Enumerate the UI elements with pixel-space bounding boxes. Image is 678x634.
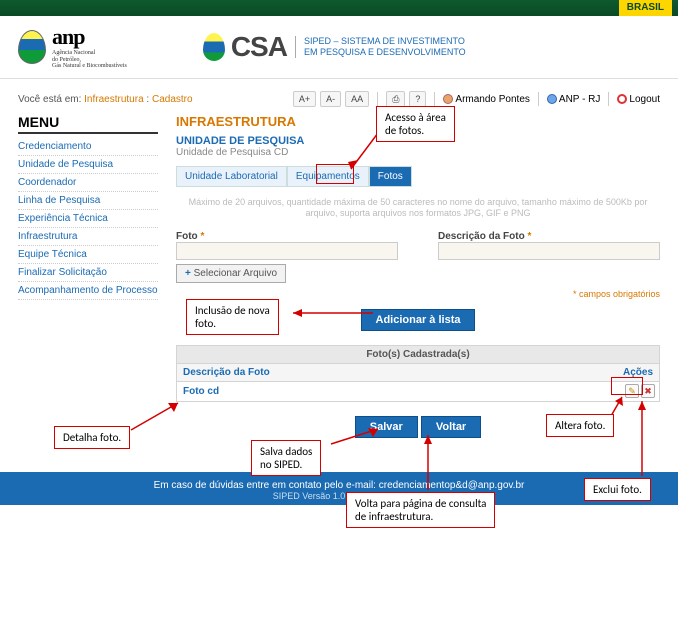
callout-new-photo: Inclusão de nova foto. <box>186 299 279 335</box>
arrow-icon <box>126 400 186 434</box>
breadcrumb-infra[interactable]: Infraestrutura <box>84 94 143 105</box>
footer-version: SIPED Versão 1.0.9-SNAPSHOT <box>0 491 678 501</box>
arrow-icon <box>422 430 434 494</box>
foto-input[interactable] <box>176 242 398 260</box>
menu-item[interactable]: Linha de Pesquisa <box>18 192 158 210</box>
org-icon <box>547 94 557 104</box>
col-desc-header: Descrição da Foto <box>177 364 609 381</box>
logout-link[interactable]: Logout <box>617 94 660 105</box>
anp-name: anp <box>52 24 127 50</box>
menu-item[interactable]: Finalizar Solicitação <box>18 264 158 282</box>
required-note: * campos obrigatórios <box>176 289 660 299</box>
anp-sub1: Agência Nacional <box>52 50 127 57</box>
org-link[interactable]: ANP - RJ <box>547 94 601 105</box>
arrow-icon <box>636 396 648 480</box>
user-link[interactable]: Armando Pontes <box>443 94 530 105</box>
desc-input[interactable] <box>438 242 660 260</box>
tab-unidade-lab[interactable]: Unidade Laboratorial <box>176 166 287 187</box>
menu-item[interactable]: Unidade de Pesquisa <box>18 156 158 174</box>
row-desc-link[interactable]: Foto cd <box>177 382 609 401</box>
callout-back-page: Volta para página de consulta de infraes… <box>346 492 495 528</box>
anp-sub2: do Petróleo, <box>52 57 127 64</box>
menu-item[interactable]: Equipe Técnica <box>18 246 158 264</box>
tabs: Unidade Laboratorial Equipamentos Fotos <box>176 166 660 187</box>
footer: Em caso de dúvidas entre em contato pelo… <box>0 472 678 505</box>
page: INFRAESTRUTURA UNIDADE DE PESQUISA Unida… <box>176 114 660 452</box>
brasil-tag[interactable]: BRASIL <box>619 0 672 16</box>
menu-item[interactable]: Coordenador <box>18 174 158 192</box>
drop-icon <box>203 33 225 61</box>
plus-icon: + <box>185 268 191 279</box>
menu-item[interactable]: Infraestrutura <box>18 228 158 246</box>
header: anp Agência Nacional do Petróleo, Gás Na… <box>0 16 678 79</box>
font-down-button[interactable]: A- <box>320 91 341 107</box>
font-up-button[interactable]: A+ <box>293 91 316 107</box>
grid-title: Foto(s) Cadastrada(s) <box>176 345 660 364</box>
callout-edit-photo: Altera foto. <box>546 414 614 437</box>
user-icon <box>443 94 453 104</box>
page-subsub: Unidade de Pesquisa CD <box>176 147 660 158</box>
anp-sub3: Gás Natural e Biocombustíveis <box>52 63 127 70</box>
csa-sub2: EM PESQUISA E DESENVOLVIMENTO <box>304 47 466 57</box>
callout-detail-photo: Detalha foto. <box>54 426 130 449</box>
csa-sub1: SIPED – SISTEMA DE INVESTIMENTO <box>304 36 465 46</box>
table-row: Foto cd ✎ ✖ <box>176 382 660 402</box>
desc-label: Descrição da Foto * <box>438 231 531 242</box>
breadcrumb: Você está em: Infraestrutura : Cadastro <box>18 94 193 105</box>
callout-access-photos: Acesso à área de fotos. <box>376 106 455 142</box>
callout-save-data: Salva dados no SIPED. <box>251 440 321 476</box>
gov-topbar: BRASIL <box>0 0 678 16</box>
csa-name: CSA <box>231 31 287 63</box>
menu-item[interactable]: Experiência Técnica <box>18 210 158 228</box>
callout-delete-photo: Exclui foto. <box>584 478 651 501</box>
footer-contact: Em caso de dúvidas entre em contato pelo… <box>0 480 678 491</box>
font-reset-button[interactable]: AA <box>345 91 369 107</box>
breadcrumb-cadastro[interactable]: Cadastro <box>152 94 193 105</box>
csa-logo: CSA SIPED – SISTEMA DE INVESTIMENTO EM P… <box>203 31 466 63</box>
col-actions-header: Ações <box>609 364 659 381</box>
arrow-icon <box>326 426 386 446</box>
menu-item[interactable]: Acompanhamento de Processo <box>18 282 158 300</box>
menu-title: MENU <box>18 114 158 134</box>
upload-hint: Máximo de 20 arquivos, quantidade máxima… <box>176 197 660 220</box>
toolbar: A+ A- AA ⎙ ? Armando Pontes ANP - RJ Log… <box>293 91 660 108</box>
drop-icon <box>18 30 46 64</box>
menu-item[interactable]: Credenciamento <box>18 138 158 156</box>
logout-icon <box>617 94 627 104</box>
arrow-icon <box>288 307 378 319</box>
foto-label: Foto * <box>176 231 204 242</box>
breadcrumb-prefix: Você está em: <box>18 94 81 105</box>
select-file-button[interactable]: + Selecionar Arquivo <box>176 264 286 283</box>
anp-logo: anp Agência Nacional do Petróleo, Gás Na… <box>18 24 127 70</box>
